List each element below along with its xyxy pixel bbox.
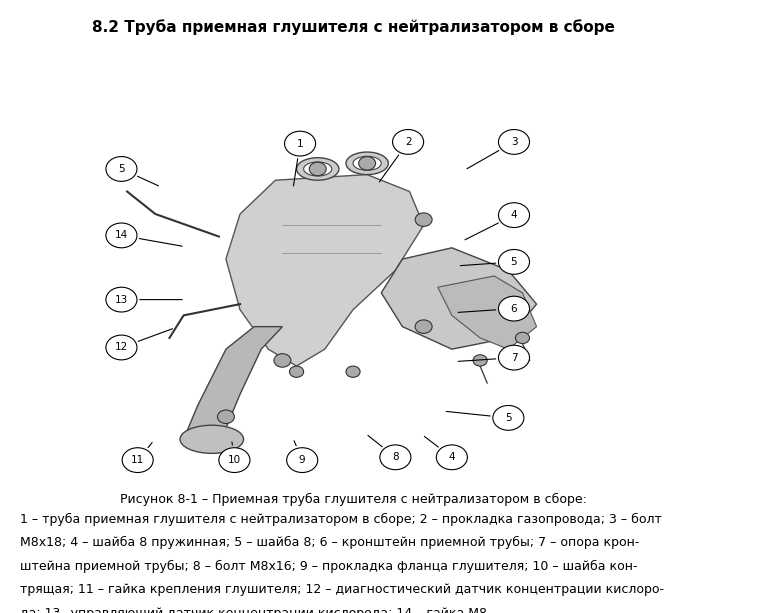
Text: 14: 14 [115, 230, 128, 240]
Text: 10: 10 [228, 455, 241, 465]
Text: 1 – труба приемная глушителя с нейтрализатором в сборе; 2 – прокладка газопровод: 1 – труба приемная глушителя с нейтрализ… [20, 512, 661, 525]
Text: 7: 7 [511, 352, 517, 363]
Circle shape [286, 447, 318, 473]
Text: 1: 1 [296, 139, 303, 148]
Circle shape [217, 410, 234, 424]
Text: 6: 6 [511, 303, 517, 314]
Text: да; 13 –управляющий датчик концентрации кислорода; 14 – гайка М8: да; 13 –управляющий датчик концентрации … [20, 607, 487, 613]
Text: 5: 5 [511, 257, 517, 267]
Circle shape [290, 366, 303, 378]
Ellipse shape [303, 162, 332, 176]
Text: 11: 11 [131, 455, 144, 465]
Circle shape [380, 445, 411, 470]
Text: штейна приемной трубы; 8 – болт М8x16; 9 – прокладка фланца глушителя; 10 – шайб: штейна приемной трубы; 8 – болт М8x16; 9… [20, 560, 638, 573]
Polygon shape [381, 248, 537, 349]
Text: 12: 12 [115, 343, 128, 352]
Circle shape [498, 296, 530, 321]
Text: 3: 3 [511, 137, 517, 147]
Circle shape [493, 405, 524, 430]
Circle shape [274, 354, 291, 367]
Circle shape [106, 223, 137, 248]
Text: 13: 13 [115, 295, 128, 305]
Text: 9: 9 [299, 455, 306, 465]
Circle shape [122, 447, 153, 473]
Text: 4: 4 [449, 452, 455, 462]
Circle shape [415, 213, 432, 226]
Circle shape [498, 203, 530, 227]
Circle shape [219, 447, 250, 473]
Text: Рисунок 8-1 – Приемная труба глушителя с нейтрализатором в сборе:: Рисунок 8-1 – Приемная труба глушителя с… [119, 493, 587, 506]
Ellipse shape [346, 152, 388, 175]
Circle shape [106, 287, 137, 312]
Text: трящая; 11 – гайка крепления глушителя; 12 – диагностический датчик концентрации: трящая; 11 – гайка крепления глушителя; … [20, 584, 664, 596]
Circle shape [498, 249, 530, 274]
Polygon shape [438, 276, 537, 349]
Circle shape [359, 156, 376, 170]
Circle shape [393, 129, 424, 154]
Circle shape [515, 332, 530, 343]
Circle shape [285, 131, 316, 156]
Text: 5: 5 [118, 164, 125, 174]
Text: 4: 4 [511, 210, 517, 220]
Circle shape [106, 156, 137, 181]
Ellipse shape [180, 425, 243, 454]
Circle shape [415, 320, 432, 333]
Circle shape [310, 162, 326, 176]
Text: 2: 2 [405, 137, 411, 147]
Polygon shape [183, 327, 283, 451]
Polygon shape [226, 175, 424, 366]
Text: 8.2 Труба приемная глушителя с нейтрализатором в сборе: 8.2 Труба приемная глушителя с нейтрализ… [92, 20, 614, 36]
Circle shape [346, 366, 360, 378]
Circle shape [498, 345, 530, 370]
Circle shape [106, 335, 137, 360]
Ellipse shape [296, 158, 339, 180]
Text: 8: 8 [392, 452, 399, 462]
Text: 5: 5 [505, 413, 511, 423]
Text: М8x18; 4 – шайба 8 пружинная; 5 – шайба 8; 6 – кронштейн приемной трубы; 7 – опо: М8x18; 4 – шайба 8 пружинная; 5 – шайба … [20, 536, 639, 549]
Circle shape [498, 129, 530, 154]
Ellipse shape [353, 156, 381, 170]
Circle shape [473, 355, 487, 366]
Circle shape [437, 445, 467, 470]
